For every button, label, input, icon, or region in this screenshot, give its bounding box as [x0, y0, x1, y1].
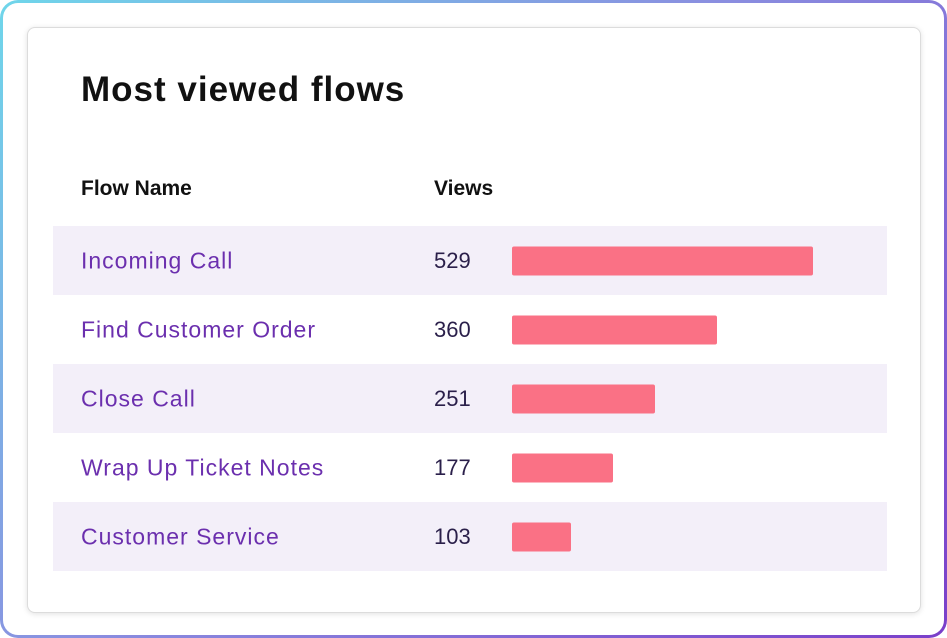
table-row: Incoming Call 529	[53, 226, 887, 295]
most-viewed-flows-card: Most viewed flows Flow Name Views Incomi…	[27, 27, 921, 613]
views-bar	[512, 384, 655, 413]
views-bar	[512, 453, 613, 482]
column-header-views: Views	[434, 177, 494, 200]
views-value: 360	[434, 316, 471, 342]
views-value: 103	[434, 523, 471, 549]
views-value: 529	[434, 247, 471, 273]
flow-name[interactable]: Close Call	[81, 385, 196, 411]
table-row: Find Customer Order 360	[53, 295, 887, 364]
views-bar	[512, 246, 813, 275]
views-value: 177	[434, 454, 471, 480]
flow-name[interactable]: Wrap Up Ticket Notes	[81, 454, 325, 480]
flow-name[interactable]: Find Customer Order	[81, 316, 317, 342]
frame-inner: Most viewed flows Flow Name Views Incomi…	[3, 3, 944, 635]
card-title: Most viewed flows	[81, 70, 406, 109]
flow-name[interactable]: Customer Service	[81, 523, 280, 549]
views-bar	[512, 522, 571, 551]
flows-table: Incoming Call 529 Find Customer Order 360 Cl…	[53, 226, 887, 571]
flow-name[interactable]: Incoming Call	[81, 247, 234, 273]
table-row: Customer Service 103	[53, 502, 887, 571]
views-bar	[512, 315, 717, 344]
views-value: 251	[434, 385, 471, 411]
table-row: Wrap Up Ticket Notes 177	[53, 433, 887, 502]
column-header-flow-name: Flow Name	[81, 177, 192, 200]
table-row: Close Call 251	[53, 364, 887, 433]
